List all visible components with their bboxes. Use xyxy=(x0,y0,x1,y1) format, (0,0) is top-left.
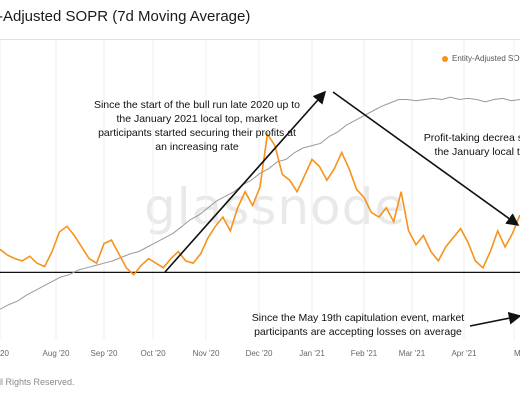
x-tick-label: Oct '20 xyxy=(140,349,166,358)
arrow-capitulation xyxy=(469,311,520,327)
x-tick-label: Dec '20 xyxy=(246,349,273,358)
arrow-profit-taking xyxy=(332,91,520,226)
x-tick-label: Sep '20 xyxy=(91,349,118,358)
annotation-arrows xyxy=(164,90,520,327)
series-line-entity-adjusted-sopr xyxy=(0,131,520,276)
x-tick-label: May xyxy=(514,349,520,358)
title-divider xyxy=(0,39,520,40)
x-tick-label: Aug '20 xyxy=(43,349,70,358)
x-axis-ticks: 20 Aug '20 Sep '20 Oct '20 Nov '20 Dec '20 Jan… xyxy=(0,349,520,358)
annotation-profit-taking: Profit-taking decrea since the January l… xyxy=(423,132,520,158)
legend: Entity-Adjusted SOPR xyxy=(442,54,520,63)
series-line-comparison xyxy=(0,96,520,310)
chart-title: -Adjusted SOPR (7d Moving Average) xyxy=(0,8,251,25)
x-tick-label: Nov '20 xyxy=(193,349,220,358)
watermark: glassnode xyxy=(144,178,407,236)
x-tick-label: Jan '21 xyxy=(299,349,325,358)
x-tick-label: 20 xyxy=(0,349,9,358)
footer-copyright: ll Rights Reserved. xyxy=(0,377,75,387)
annotation-capitulation: Since the May 19th capitulation event, m… xyxy=(251,312,465,338)
annotation-bull-run: Since the start of the bull run late 202… xyxy=(93,99,301,153)
x-tick-label: Apr '21 xyxy=(451,349,477,358)
legend-label: Entity-Adjusted SOPR xyxy=(452,54,520,63)
x-tick-label: Mar '21 xyxy=(399,349,426,358)
grid-layer xyxy=(0,40,515,340)
x-tick-label: Feb '21 xyxy=(351,349,378,358)
legend-dot xyxy=(442,55,448,62)
arrow-bull-run xyxy=(164,90,327,273)
